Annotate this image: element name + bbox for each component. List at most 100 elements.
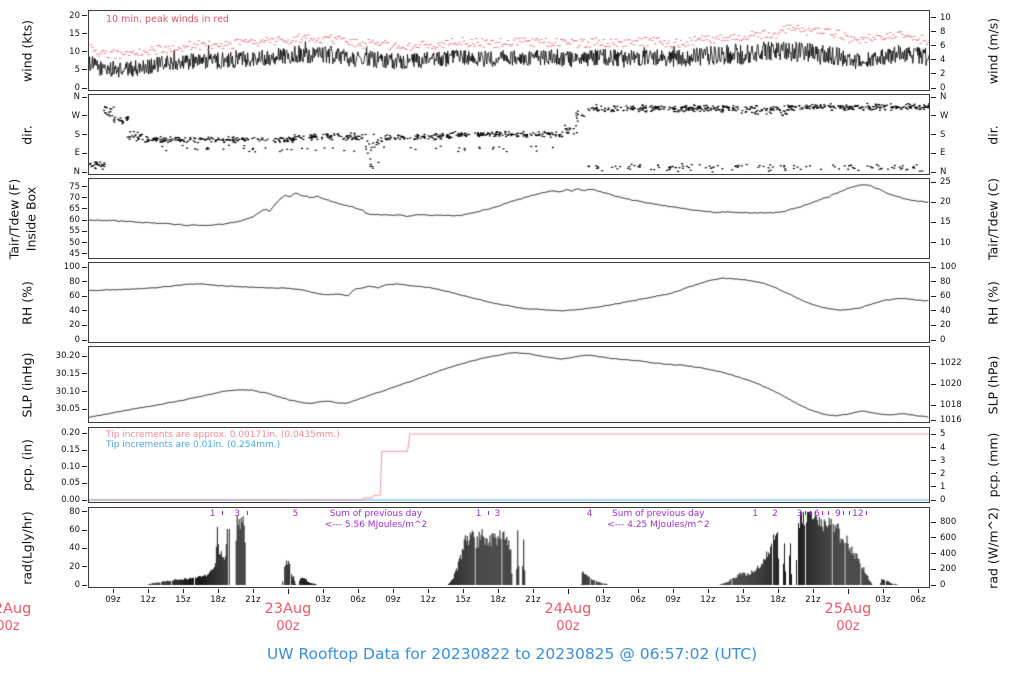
rad-plot-canvas	[89, 508, 929, 587]
tair-right-tick-label: 20	[940, 197, 951, 208]
rh-right-tick	[931, 310, 936, 312]
rh-right-tick-label: 80	[940, 276, 951, 287]
rh-left-tick	[82, 266, 87, 268]
day-label: 24Aug	[544, 601, 592, 617]
rad-left-tick-label: 60	[69, 525, 80, 536]
rad-sum-line: Sum of previous day	[612, 509, 705, 519]
dir-right-tick	[931, 171, 936, 173]
x-axis-tick-label: 12z	[700, 595, 716, 605]
wind-right-tick-label: 10	[940, 12, 951, 23]
day-sublabel: 00z	[556, 619, 580, 634]
x-axis-tick	[777, 589, 779, 593]
x-axis-tick-label: 12z	[140, 595, 156, 605]
pcp-left-tick	[82, 432, 87, 434]
slp-plot-canvas	[89, 347, 929, 422]
rad-right-tick-label: 0	[940, 580, 946, 590]
tair-left-tick-label: 60	[69, 215, 80, 226]
pcp-left-tick	[82, 466, 87, 468]
panel-rad	[88, 507, 930, 588]
tair-right-tick	[931, 242, 936, 244]
pcp-left-tick-label: 0.05	[61, 478, 80, 489]
rh-left-tick	[82, 339, 87, 341]
wind-right-tick-label: 8	[940, 26, 946, 37]
pcp-left-tick-label: 0.15	[61, 445, 80, 455]
x-axis-tick	[147, 589, 149, 593]
x-axis-tick	[392, 589, 394, 593]
x-axis-tick-label: 15z	[735, 595, 751, 605]
tair-plot-canvas	[89, 179, 929, 258]
rh-right-tick	[931, 339, 936, 341]
pcp-right-tick-label: 1	[940, 481, 946, 492]
rad-sum-line: Sum of previous day	[329, 509, 423, 519]
slp-right-tick	[931, 419, 936, 421]
x-axis-tick-label: 06z	[630, 595, 646, 605]
dir-left-tick-label: N	[73, 167, 80, 177]
pcp-annotation-1: Tip increments are approx. 0.00171in. (0…	[106, 430, 340, 440]
dir-left-tick-label: S	[74, 129, 80, 140]
pcp-plot-canvas	[89, 428, 929, 502]
dir-right-tick-label: W	[940, 110, 949, 121]
dir-right-tick	[931, 96, 936, 98]
dir-left-tick	[82, 96, 87, 98]
tair-left-tick-label: 70	[69, 192, 80, 203]
dir-axis-label-left: dir.	[19, 124, 35, 145]
x-axis-tick-label: 09z	[105, 595, 121, 605]
x-axis-tick-label: 21z	[245, 595, 261, 605]
rh-axis-label-right: RH (%)	[985, 280, 1001, 325]
tair-axis-label-left-line1: Tair/Tdew (F)	[6, 178, 22, 259]
day-label: 25Aug	[824, 601, 872, 617]
dir-left-tick-label: N	[73, 92, 80, 102]
pcp-right-tick-label: 5	[940, 429, 946, 440]
dir-right-tick	[931, 152, 936, 154]
pcp-right-tick	[931, 486, 936, 488]
rh-axis-label-left: RH (%)	[19, 280, 35, 325]
rad-cumulative-marker: 1	[209, 509, 216, 519]
panel-tair	[88, 178, 930, 259]
x-axis-tick	[427, 589, 429, 593]
slp-left-tick-label: 30.05	[55, 404, 80, 415]
pcp-right-tick-label: 4	[940, 442, 946, 453]
panel-rh	[88, 262, 930, 343]
wind-right-tick	[931, 17, 936, 19]
pcp-left-tick-label: 0.20	[61, 428, 80, 439]
tair-left-tick-label: 45	[69, 248, 80, 259]
panel-slp	[88, 346, 930, 423]
tair-left-tick	[82, 186, 87, 188]
wind-right-tick	[931, 73, 936, 75]
dir-right-tick	[931, 134, 936, 135]
panel-dir	[88, 94, 930, 175]
slp-axis-label-right: SLP (hPa)	[985, 355, 1001, 414]
wind-right-tick	[931, 31, 936, 33]
rad-left-tick	[82, 511, 87, 513]
wind-left-tick-label: 5	[74, 64, 80, 75]
day-label: 23Aug	[264, 601, 312, 617]
x-axis-tick	[707, 589, 709, 593]
rad-left-tick-label: 40	[69, 543, 80, 554]
rh-left-tick	[82, 310, 87, 312]
rad-right-tick	[931, 521, 936, 523]
tair-right-tick	[931, 201, 936, 203]
slp-right-tick-label: 1018	[940, 400, 962, 411]
pcp-left-tick	[82, 449, 87, 451]
rh-right-tick	[931, 295, 936, 297]
wind-left-tick	[82, 33, 87, 35]
rad-left-tick-label: 20	[69, 561, 80, 572]
x-axis-day-tick	[567, 589, 569, 594]
tair-right-tick-label: 25	[940, 177, 951, 188]
x-axis-tick-label: 09z	[665, 595, 681, 605]
rad-cumulative-marker: 1	[752, 509, 759, 519]
x-axis-tick	[357, 589, 359, 593]
slp-right-tick	[931, 362, 936, 364]
x-axis-tick	[532, 589, 534, 593]
tair-right-tick-label: 15	[940, 217, 951, 228]
wind-right-tick	[931, 87, 936, 89]
slp-right-tick-label: 1022	[940, 358, 962, 369]
rad-left-tick	[82, 547, 87, 549]
rh-left-tick-label: 40	[69, 305, 80, 316]
rh-plot-canvas	[89, 263, 929, 342]
dir-right-tick-label: N	[940, 92, 947, 102]
tair-left-tick	[82, 242, 87, 244]
peak-winds-annotation: 10 min. peak winds in red	[106, 14, 229, 25]
pcp-right-tick-label: 0	[940, 495, 946, 505]
